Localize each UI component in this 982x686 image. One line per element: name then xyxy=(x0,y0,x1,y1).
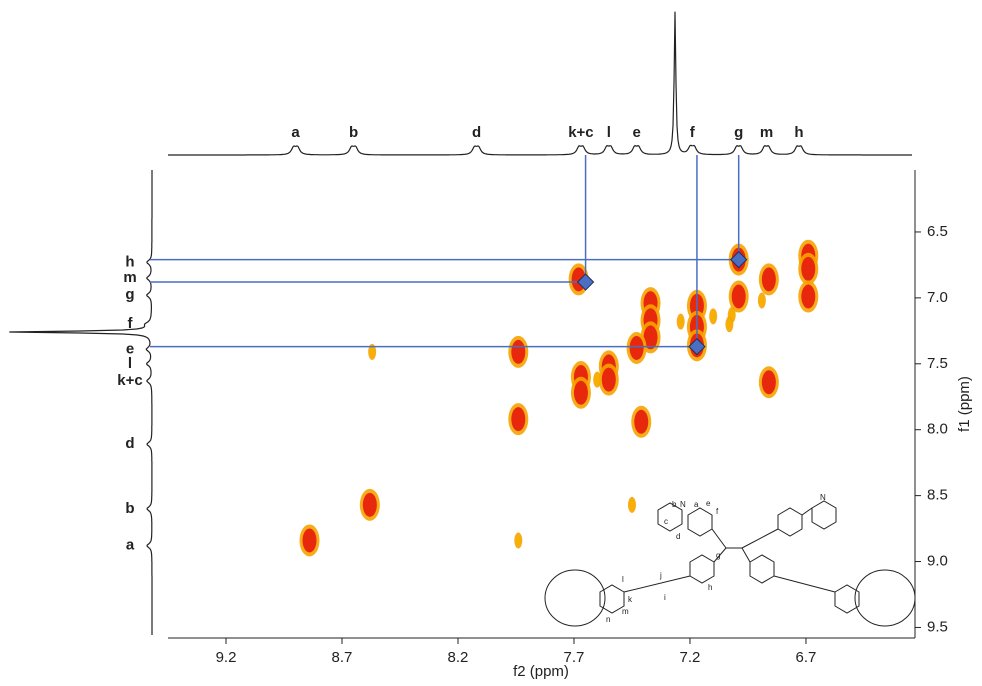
cross-peak xyxy=(598,363,619,396)
structure-label: N xyxy=(820,493,826,502)
correlation-marker xyxy=(576,273,595,291)
peak-label: g xyxy=(734,124,743,141)
y-tick-label: 9.5 xyxy=(927,618,948,635)
x-tick-label: 8.7 xyxy=(332,649,353,666)
peak-label: b xyxy=(125,500,134,517)
peak-label: e xyxy=(632,124,640,141)
x-tick-label: 9.2 xyxy=(216,649,237,666)
structure xyxy=(544,500,916,627)
correlation-marker xyxy=(688,337,706,356)
peak-label: a xyxy=(291,124,300,141)
cross-peak xyxy=(359,488,380,521)
y-tick-label: 9.0 xyxy=(927,553,948,570)
peak-label: l xyxy=(607,124,611,141)
peak-label: f xyxy=(690,124,696,141)
peak-label: h xyxy=(794,124,803,141)
structure-label: c xyxy=(664,517,668,526)
peak-label: m xyxy=(760,124,773,141)
structure-label: n xyxy=(606,615,610,624)
peak-label: a xyxy=(126,537,135,554)
structure-label: f xyxy=(716,507,719,516)
left-projection xyxy=(9,170,153,635)
y-tick-label: 7.5 xyxy=(927,355,948,372)
cross-peak xyxy=(758,366,779,399)
y-tick-label: 6.5 xyxy=(927,223,948,240)
peak-label: d xyxy=(125,435,134,452)
cross-peak xyxy=(593,371,602,388)
cross-peak xyxy=(626,331,647,364)
peak-label: e xyxy=(126,340,134,357)
structure-label: i xyxy=(664,593,666,602)
cross-peak xyxy=(798,252,819,285)
cross-peak xyxy=(627,496,636,513)
x-tick-label: 7.2 xyxy=(680,649,701,666)
y-axis-label: f1 (ppm) xyxy=(956,376,973,432)
structure-label: k xyxy=(628,595,633,604)
cross-peak xyxy=(728,280,749,313)
cross-peak xyxy=(798,280,819,313)
peak-label: d xyxy=(472,124,481,141)
peak-label: f xyxy=(128,315,134,332)
cross-peak xyxy=(757,292,766,309)
peak-label: k+c xyxy=(117,372,142,389)
cross-peak xyxy=(368,343,377,360)
peak-label: l xyxy=(128,355,132,372)
peak-label: g xyxy=(125,286,134,303)
x-axis-label: f2 (ppm) xyxy=(513,663,569,680)
x-tick-label: 6.7 xyxy=(796,649,817,666)
cross-peak xyxy=(758,263,779,296)
cross-peak xyxy=(725,316,734,333)
cross-peak xyxy=(631,405,652,438)
cross-peak xyxy=(709,308,718,325)
y-tick-label: 8.0 xyxy=(927,421,948,438)
cross-peak xyxy=(514,532,523,549)
x-tick-label: 8.2 xyxy=(448,649,469,666)
peak-label: h xyxy=(125,253,134,270)
structure-label: e xyxy=(706,499,711,508)
cross-peak xyxy=(299,524,320,557)
peak-label: k+c xyxy=(568,124,593,141)
structure-label: g xyxy=(716,551,720,560)
structure-label: l xyxy=(622,575,624,584)
cross-peak xyxy=(508,403,529,436)
peak-label: m xyxy=(123,269,136,286)
structure-label: d xyxy=(676,532,680,541)
structure-label: h xyxy=(708,583,712,592)
structure-labels: b N a c d e f k l m n j i h g N xyxy=(606,493,826,624)
cross-peak xyxy=(508,335,529,368)
structure-label: a xyxy=(694,500,699,509)
correlation-marker xyxy=(729,250,748,269)
top-projection xyxy=(168,11,912,156)
cross-peak xyxy=(570,376,591,409)
y-tick-label: 7.0 xyxy=(927,289,948,306)
x-tick-label: 7.7 xyxy=(564,649,585,666)
cross-peak xyxy=(676,313,685,330)
structure-label: b xyxy=(672,500,677,509)
y-tick-label: 8.5 xyxy=(927,487,948,504)
structure-label: m xyxy=(622,607,629,616)
structure-label: N xyxy=(680,500,686,509)
structure-label: j xyxy=(659,571,662,580)
peak-label: b xyxy=(349,124,358,141)
